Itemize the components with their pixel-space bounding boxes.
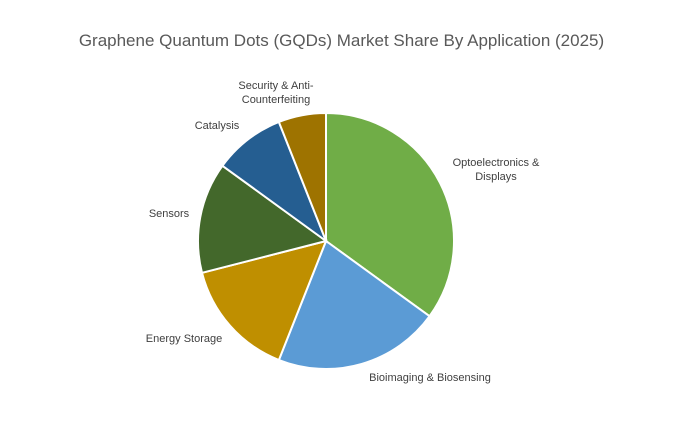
pie-slice bbox=[277, 111, 327, 242]
pie-slice bbox=[197, 164, 329, 275]
pie-slice bbox=[325, 111, 455, 318]
slice-label: Sensors bbox=[148, 208, 190, 220]
slice-label: Catalysis bbox=[194, 120, 240, 132]
chart-title: Graphene Quantum Dots (GQDs) Market Shar… bbox=[78, 31, 605, 50]
slice-label: Optoelectronics & Displays bbox=[452, 157, 540, 183]
slice-label: Security & Anti-Counterfeiting bbox=[238, 80, 314, 106]
slice-label: Energy Storage bbox=[145, 333, 223, 345]
pie-slice bbox=[200, 239, 328, 362]
pie-slice bbox=[277, 239, 431, 370]
slice-label: Bioimaging & Biosensing bbox=[369, 372, 491, 384]
